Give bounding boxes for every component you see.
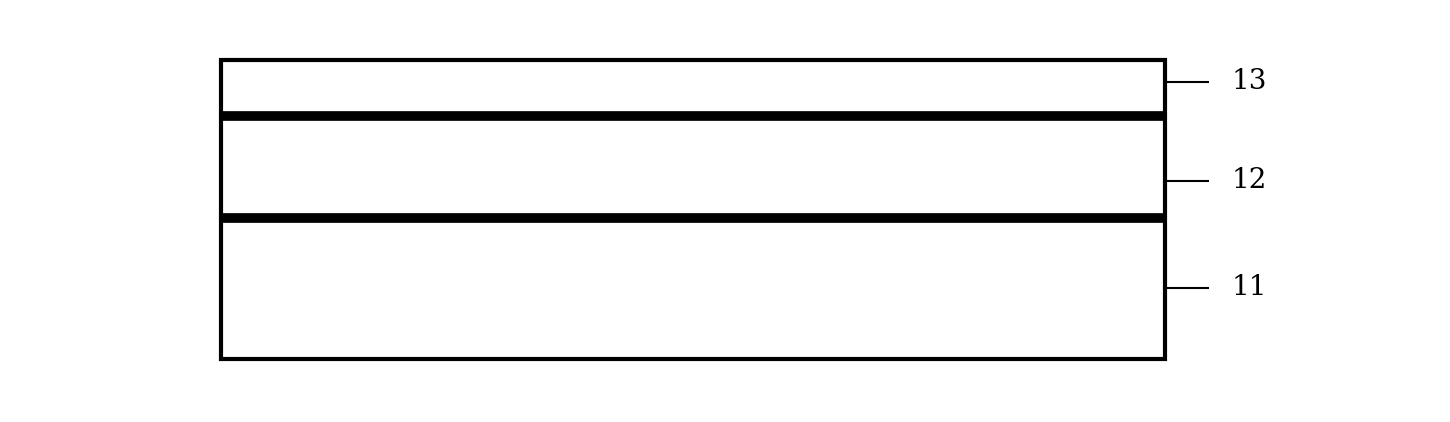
Text: 12: 12 — [1232, 167, 1267, 194]
Bar — [220, 60, 1164, 360]
Text: 11: 11 — [1232, 274, 1267, 301]
Text: 13: 13 — [1232, 68, 1267, 95]
